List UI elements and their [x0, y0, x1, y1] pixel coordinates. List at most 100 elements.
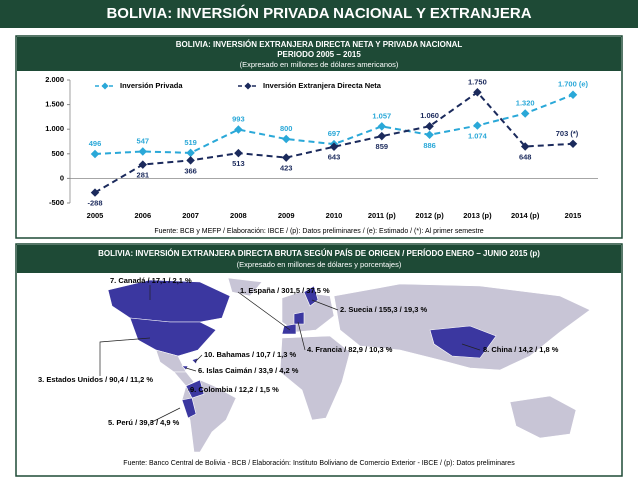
canada: [107, 279, 231, 323]
value-label: 643: [328, 153, 341, 162]
peru: [181, 397, 197, 419]
africa: [279, 335, 351, 421]
value-label: 1.700 (e): [558, 80, 589, 89]
value-label: 1.057: [372, 111, 391, 120]
legend-marker: [101, 82, 109, 90]
map-subtitle: (Expresado en millones de dólares y porc…: [237, 260, 402, 269]
point: [281, 134, 291, 144]
value-label: 547: [137, 136, 150, 145]
x-tick-label: 2014 (p): [511, 211, 540, 220]
map-header: [17, 245, 621, 273]
map-label: 1. España / 301,5 / 37,5 %: [240, 286, 330, 295]
x-tick-label: 2013 (p): [463, 211, 492, 220]
central-america: [173, 371, 195, 387]
map-label: 10. Bahamas / 10,7 / 1,3 %: [204, 350, 296, 359]
chart-source: Fuente: BCB y MEFP / Elaboración: IBCE /…: [154, 228, 483, 235]
x-tick-label: 2012 (p): [415, 211, 444, 220]
x-tick-label: 2007: [182, 211, 199, 220]
x-tick-label: 2015: [565, 211, 582, 220]
value-label: 1.060: [420, 111, 439, 120]
x-tick-label: 2011 (p): [368, 211, 396, 220]
point: [90, 149, 100, 159]
point: [138, 160, 148, 169]
leader-sweden: [311, 299, 339, 311]
value-label: 1.750: [468, 77, 487, 86]
map-label: 6. Islas Caimán / 33,9 / 4,2 %: [198, 366, 299, 375]
map-label: 4. Francia / 82,9 / 10,3 %: [307, 345, 393, 354]
point: [138, 147, 148, 156]
colombia: [185, 379, 205, 399]
legend-label: Inversión Extranjera Directa Neta: [263, 81, 382, 90]
x-tick-label: 2005: [87, 211, 104, 220]
x-tick-label: 2010: [326, 211, 343, 220]
y-tick-label: 1.000: [45, 124, 64, 133]
chart-title: BOLIVIA: INVERSIÓN EXTRANJERA DIRECTA NE…: [176, 40, 463, 49]
value-label: 648: [519, 153, 532, 162]
point: [425, 130, 434, 140]
leader-bahamas: [194, 354, 203, 363]
map-leaders: [99, 285, 481, 424]
value-label: -288: [87, 199, 102, 208]
y-tick-label: 0: [60, 173, 64, 182]
point: [234, 125, 243, 134]
slide-title: BOLIVIA: INVERSIÓN PRIVADA NACIONAL Y EX…: [106, 4, 531, 22]
point: [329, 142, 339, 152]
y-tick-label: 500: [51, 149, 64, 158]
value-label: 496: [89, 139, 102, 148]
value-label: 513: [232, 159, 245, 168]
value-label: 281: [137, 171, 150, 180]
value-label: 1.320: [516, 98, 535, 107]
value-label: 886: [423, 141, 436, 150]
map-label: 9. Colombia / 12,2 / 1,5 %: [190, 385, 279, 394]
leader-usa: [99, 337, 151, 376]
value-label: 1.074: [468, 132, 488, 141]
world-map: [107, 277, 591, 453]
map-label: 8. China / 14,2 / 1,8 %: [483, 345, 559, 354]
y-tick-label: 1.500: [45, 100, 64, 109]
map-label: 5. Perú / 39,3 / 4,9 %: [108, 418, 180, 427]
france: [293, 311, 305, 325]
point: [473, 88, 482, 97]
point: [473, 121, 482, 130]
map-label: 3. Estados Unidos / 90,4 / 11,2 %: [38, 375, 153, 384]
point: [281, 153, 291, 162]
title-bar: [0, 0, 638, 28]
map-title: BOLIVIA: INVERSIÓN EXTRANJERA DIRECTA BR…: [98, 249, 540, 258]
leader-peru: [149, 407, 181, 424]
point: [186, 156, 195, 165]
value-label: 800: [280, 124, 293, 133]
greenland: [227, 277, 263, 297]
value-label: 993: [232, 115, 245, 124]
australia: [509, 395, 577, 439]
point: [425, 122, 434, 131]
value-label: 366: [184, 166, 197, 175]
map-label: 7. Canadá / 17,1 / 2,1 %: [110, 276, 192, 285]
leader-france: [297, 321, 306, 351]
value-label: 703 (*): [556, 129, 579, 138]
x-tick-label: 2008: [230, 211, 247, 220]
point: [377, 131, 387, 141]
legend-label: Inversión Privada: [120, 81, 183, 90]
map-source: Fuente: Banco Central de Bolivia - BCB /…: [123, 460, 515, 467]
chart-subtitle: PERIODO 2005 – 2015: [277, 50, 361, 59]
value-label: 519: [184, 138, 197, 147]
x-tick-label: 2006: [134, 211, 151, 220]
point: [234, 148, 243, 158]
usa: [129, 317, 217, 357]
value-label: 423: [280, 164, 293, 173]
point: [90, 188, 100, 197]
value-label: 859: [376, 142, 389, 151]
legend-marker: [244, 82, 252, 90]
leader-caiman: [185, 367, 197, 372]
chart-unit-note: (Expresado en millones de dólares americ…: [240, 60, 399, 69]
y-tick-label: -500: [49, 198, 64, 207]
leader-china: [461, 343, 481, 351]
y-tick-label: 2.000: [45, 75, 64, 84]
value-label: 697: [328, 129, 341, 138]
map-label: 2. Suecia / 155,3 / 19,3 %: [340, 305, 427, 314]
chart-header: [17, 37, 621, 71]
leader-spain: [237, 291, 291, 331]
x-tick-label: 2009: [278, 211, 295, 220]
point: [186, 148, 195, 158]
